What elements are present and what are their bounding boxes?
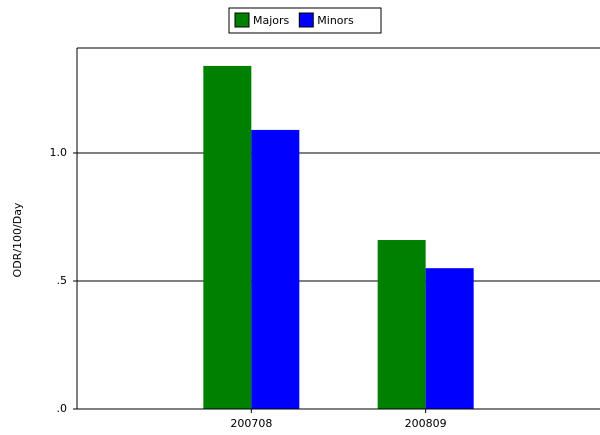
bar — [203, 65, 252, 409]
bar — [425, 268, 474, 409]
legend-swatch — [234, 12, 250, 28]
legend-swatch — [298, 12, 314, 28]
x-tick-label: 200708 — [230, 417, 272, 430]
bar — [251, 129, 300, 409]
x-tick-label: 200809 — [405, 417, 447, 430]
y-tick-label: 1.0 — [50, 146, 68, 159]
legend-label: Majors — [253, 14, 290, 27]
y-tick-label: .5 — [57, 274, 68, 287]
y-axis-label: ODR/100/Day — [11, 202, 24, 277]
legend-label: Minors — [317, 14, 354, 27]
y-tick-label: .0 — [57, 402, 68, 415]
bar — [377, 240, 426, 409]
